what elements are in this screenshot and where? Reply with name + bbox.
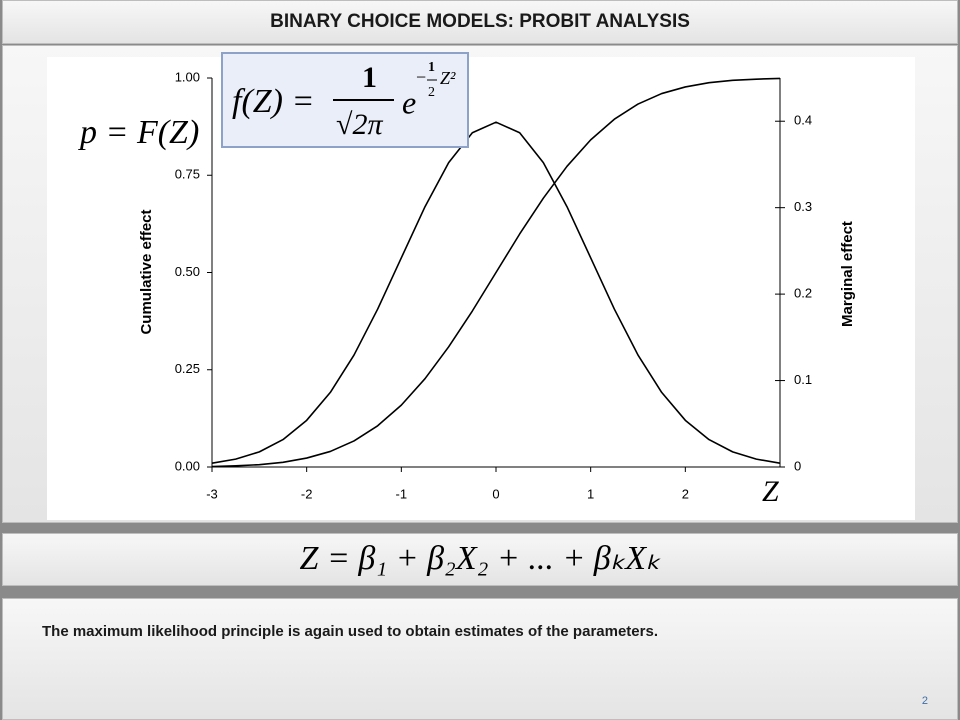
model-equation: Z = β₁ + β₂X₂ + ... + βₖXₖ [300,540,661,577]
x-tick-label: 0 [492,486,499,501]
pdf-formula-denominator: √2π [336,108,383,141]
y-tick-label: 0.50 [175,264,200,279]
slide-title: BINARY CHOICE MODELS: PROBIT ANALYSIS [270,11,690,32]
y2-tick-label: 0.4 [794,113,812,128]
pdf-formula-minus: − [416,67,426,87]
y-tick-label: 1.00 [175,69,200,84]
y2-tick-label: 0 [794,458,801,473]
pdf-formula-numerator: 1 [362,61,377,94]
pdf-formula-lhs: f(Z) = [232,83,314,120]
y2-tick-label: 0.2 [794,286,812,301]
pdf-formula-exp-den: 2 [428,85,435,100]
plot: -3 -2 -1 0 1 2 0.00 0.25 0.50 0.75 1.00 0 0.1 0.2 0.3 0… [138,69,856,507]
x-tick-label: -1 [396,486,408,501]
x-axis-label: Z [762,475,779,508]
line-series [211,121,781,464]
y2-axis-label: Marginal effect [839,221,856,327]
y-tick-label: 0.25 [175,361,200,376]
body-text: The maximum likelihood principle is agai… [42,623,658,640]
x-tick-label: -3 [206,486,218,501]
x-tick-label: -2 [301,486,313,501]
text-panel [2,598,958,720]
y-tick-label: 0.00 [175,458,200,473]
y2-tick-label: 0.1 [794,372,812,387]
x-tick-label: 1 [587,486,594,501]
page-number: 2 [922,695,928,707]
pdf-formula-base: e [402,84,416,120]
x-tick-label: 2 [682,486,689,501]
pdf-formula-exp-num: 1 [428,60,435,75]
plot-background [47,57,915,520]
y-tick-label: 0.75 [175,167,200,182]
title-bar [2,0,958,44]
pdf-formula-exp-var: Z² [440,68,456,88]
y-axis-label: Cumulative effect [138,209,155,334]
equation-panel [2,533,958,586]
line-series [211,77,781,468]
y2-tick-label: 0.3 [794,199,812,214]
cdf-formula: p = F(Z) [78,114,199,151]
